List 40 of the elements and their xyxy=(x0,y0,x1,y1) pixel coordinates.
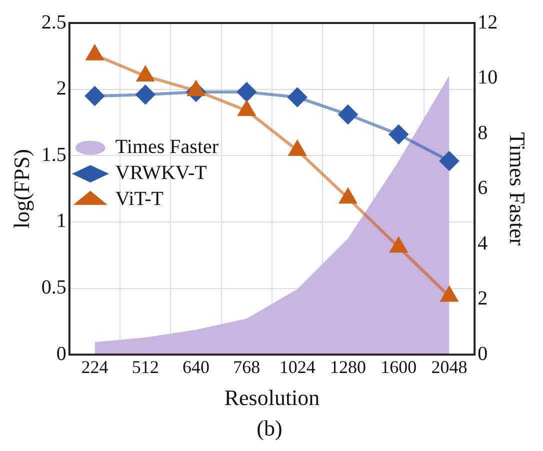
point xyxy=(440,286,458,302)
x-tick-label: 224 xyxy=(81,357,108,378)
x-tick-label: 512 xyxy=(132,357,159,378)
point xyxy=(338,105,358,124)
text: (b) xyxy=(256,416,282,441)
point xyxy=(237,82,256,102)
point xyxy=(390,238,408,253)
x-tick-label: 640 xyxy=(182,357,210,378)
legend-label: VRWKV-T xyxy=(115,162,207,184)
x-tick-label: 2048 xyxy=(431,357,468,378)
x-tick-label: 1024 xyxy=(279,357,316,378)
point xyxy=(85,86,104,106)
legend-label: Times Faster xyxy=(115,136,219,158)
x-tick-label: 1600 xyxy=(380,357,417,378)
y2-axis-title: Times Faster xyxy=(505,132,530,246)
y2-tick-label: 6 xyxy=(478,177,488,200)
x-tick-label: 768 xyxy=(233,357,260,378)
y-tick-label: 2 xyxy=(56,78,66,100)
point xyxy=(440,151,459,170)
y-tick-label: 1.5 xyxy=(41,144,66,166)
y2-tick-label: 12 xyxy=(478,11,498,34)
point xyxy=(389,124,408,144)
y-tick-label: 0 xyxy=(56,342,66,365)
point xyxy=(238,101,256,116)
y-tick-label: 0.5 xyxy=(41,276,66,299)
y-axis-title: log(FPS) xyxy=(8,149,34,229)
x-tick-label: 1280 xyxy=(330,357,366,378)
y-tick-label: 1 xyxy=(56,210,66,232)
y2-tick-label: 2 xyxy=(478,288,488,310)
point xyxy=(288,88,307,107)
y2-tick-label: 10 xyxy=(478,66,498,89)
point xyxy=(288,140,306,156)
y-tick-label: 2.5 xyxy=(41,11,66,34)
y2-tick-label: 0 xyxy=(478,342,488,365)
y2-tick-label: 8 xyxy=(478,122,488,144)
legend-label: ViT-T xyxy=(115,188,164,210)
x-axis-title: Resolution xyxy=(224,385,320,410)
point xyxy=(340,188,356,204)
point xyxy=(136,85,155,104)
y2-tick-label: 4 xyxy=(478,232,488,254)
